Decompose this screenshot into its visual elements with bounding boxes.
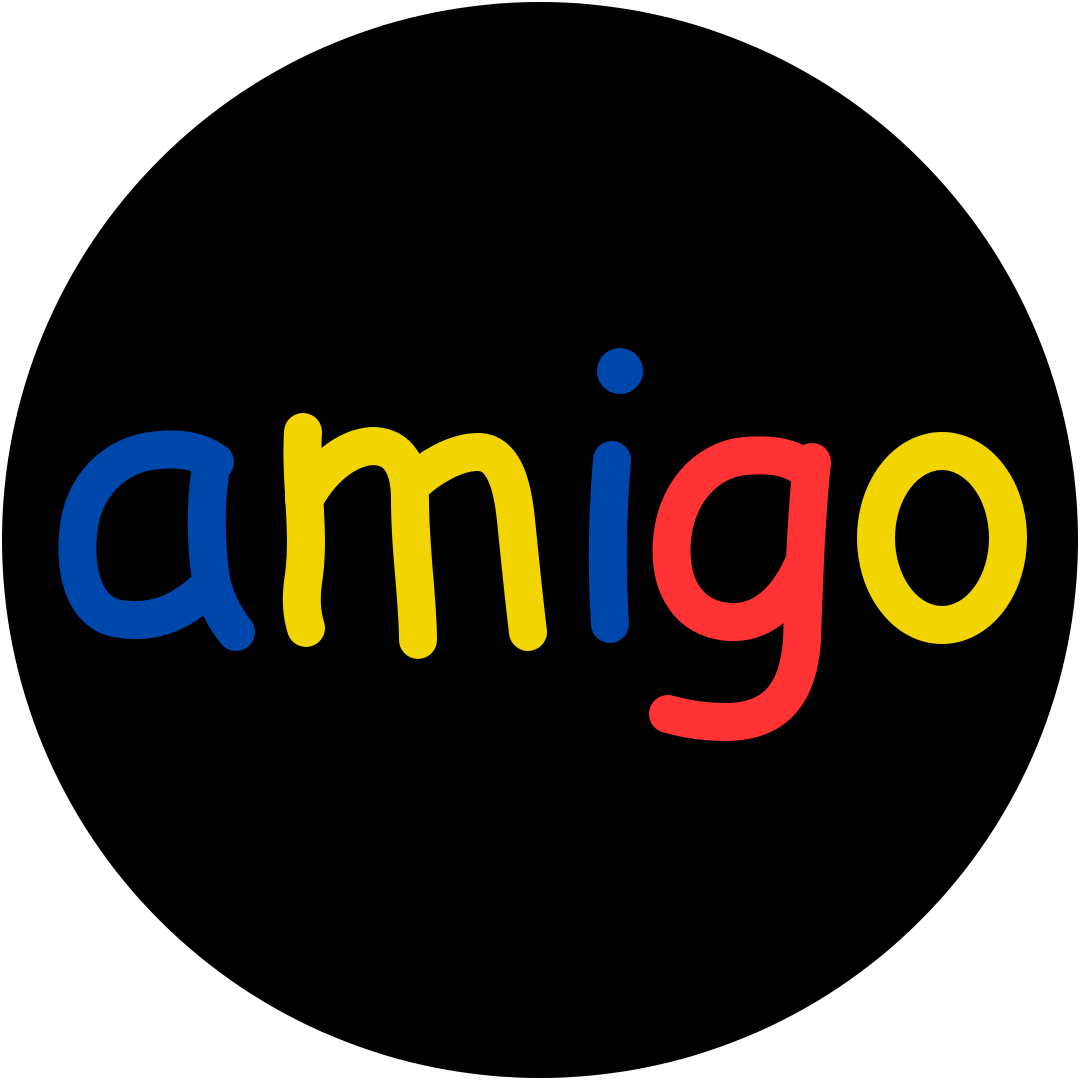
letter-g-bowl: [652, 436, 827, 641]
letter-g-descender: [649, 443, 831, 741]
letter-m-arch-2: [391, 433, 547, 651]
letter-i-dot: [597, 348, 643, 394]
letter-m: [282, 413, 547, 659]
letter-m-stem: [282, 413, 325, 647]
letter-i: [588, 441, 631, 643]
letter-o-ring: [857, 432, 1027, 644]
letter-o: [857, 432, 1027, 644]
letter-a-stem: [187, 443, 255, 651]
letter-g: [649, 436, 831, 741]
letter-a: [58, 430, 255, 651]
letter-i-stem: [588, 441, 631, 643]
letter-a-bowl: [58, 430, 234, 640]
